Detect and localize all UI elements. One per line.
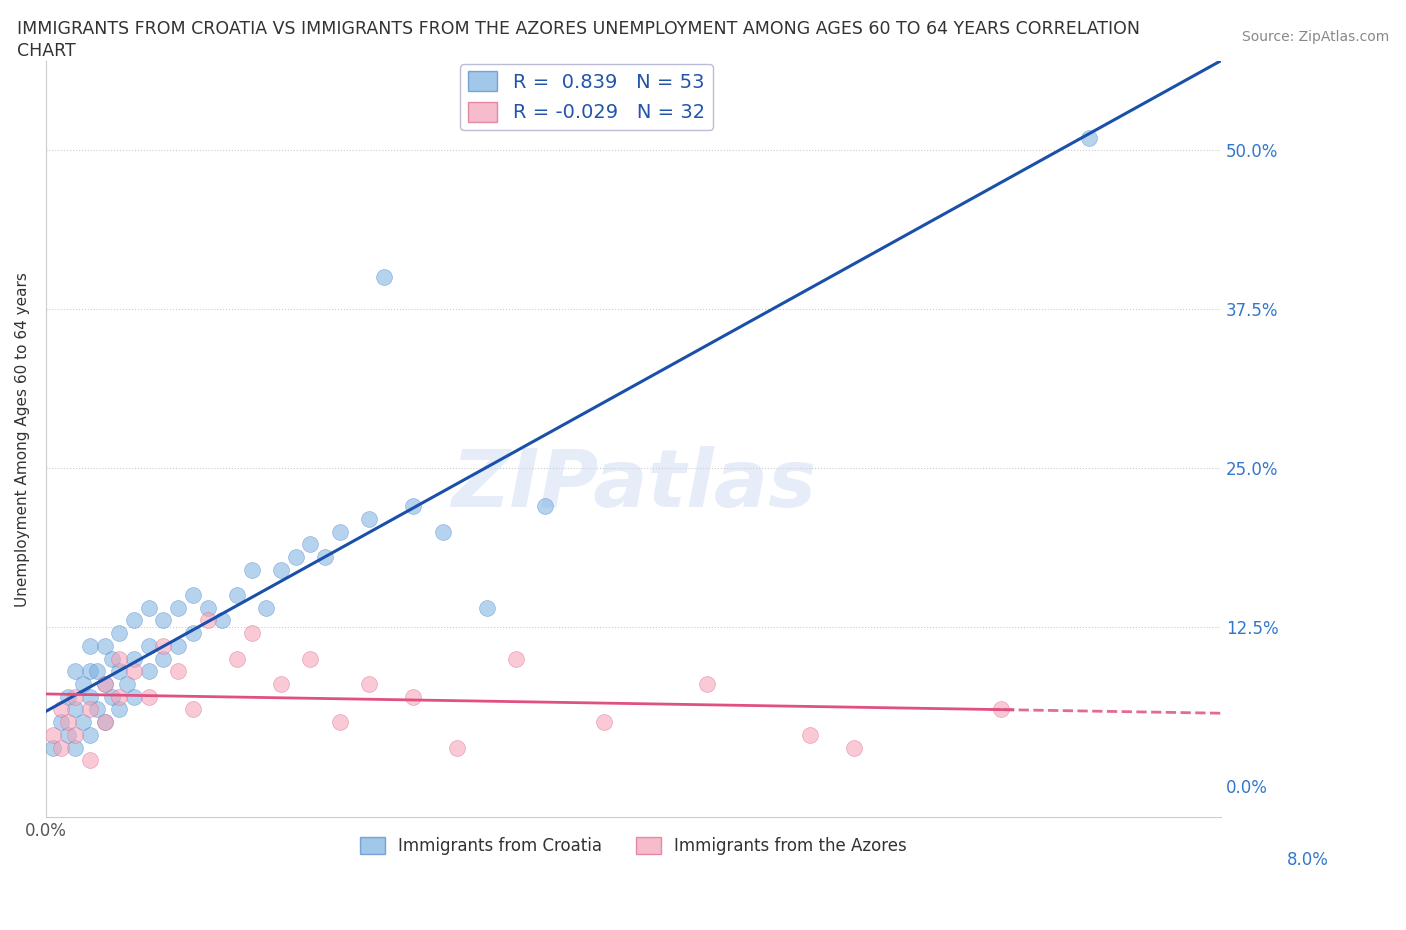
Point [696,676,718,691]
Point [79,752,101,767]
Point [167,664,190,679]
Point [115,676,138,691]
Point [108,651,131,666]
Point [93,676,115,691]
Point [152,639,174,654]
Point [432,525,454,539]
Point [72,676,94,691]
Text: 8.0%: 8.0% [1286,851,1329,870]
Point [42,727,65,742]
Y-axis label: Unemployment Among Ages 60 to 64 years: Unemployment Among Ages 60 to 64 years [15,272,30,607]
Point [122,613,145,628]
Point [270,563,292,578]
Point [446,740,468,755]
Point [373,270,395,285]
Point [86,664,108,679]
Point [122,664,145,679]
Point [226,588,249,603]
Point [152,613,174,628]
Point [49,740,72,755]
Point [138,601,160,616]
Point [79,639,101,654]
Point [93,676,115,691]
Point [72,714,94,729]
Point [226,651,249,666]
Point [299,651,322,666]
Point [138,639,160,654]
Point [475,601,498,616]
Point [329,714,352,729]
Point [49,702,72,717]
Point [56,714,79,729]
Point [359,512,381,526]
Point [314,550,336,565]
Point [593,714,616,729]
Text: Source: ZipAtlas.com: Source: ZipAtlas.com [1241,30,1389,44]
Point [42,740,65,755]
Point [181,626,204,641]
Point [86,702,108,717]
Point [108,702,131,717]
Point [152,651,174,666]
Point [181,588,204,603]
Point [122,651,145,666]
Point [359,676,381,691]
Point [299,537,322,551]
Point [56,689,79,704]
Point [990,702,1012,717]
Point [93,714,115,729]
Point [329,525,352,539]
Point [240,563,263,578]
Point [240,626,263,641]
Point [254,601,277,616]
Point [65,740,87,755]
Point [65,702,87,717]
Point [108,664,131,679]
Point [79,702,101,717]
Point [284,550,307,565]
Point [108,689,131,704]
Text: IMMIGRANTS FROM CROATIA VS IMMIGRANTS FROM THE AZORES UNEMPLOYMENT AMONG AGES 60: IMMIGRANTS FROM CROATIA VS IMMIGRANTS FR… [17,20,1140,38]
Point [534,498,557,513]
Point [167,639,190,654]
Point [56,727,79,742]
Point [270,676,292,691]
Point [505,651,527,666]
Point [122,689,145,704]
Point [49,714,72,729]
Point [1077,130,1099,145]
Point [65,727,87,742]
Point [197,613,219,628]
Point [842,740,865,755]
Point [93,639,115,654]
Point [211,613,233,628]
Point [197,601,219,616]
Point [138,664,160,679]
Point [402,689,425,704]
Legend: Immigrants from Croatia, Immigrants from the Azores: Immigrants from Croatia, Immigrants from… [353,830,914,862]
Point [181,702,204,717]
Point [79,664,101,679]
Text: CHART: CHART [17,42,76,60]
Point [65,689,87,704]
Point [79,727,101,742]
Point [138,689,160,704]
Point [101,651,124,666]
Point [402,498,425,513]
Point [108,626,131,641]
Point [799,727,821,742]
Point [79,689,101,704]
Text: ZIPatlas: ZIPatlas [451,445,815,524]
Point [101,689,124,704]
Point [167,601,190,616]
Point [65,664,87,679]
Point [93,714,115,729]
